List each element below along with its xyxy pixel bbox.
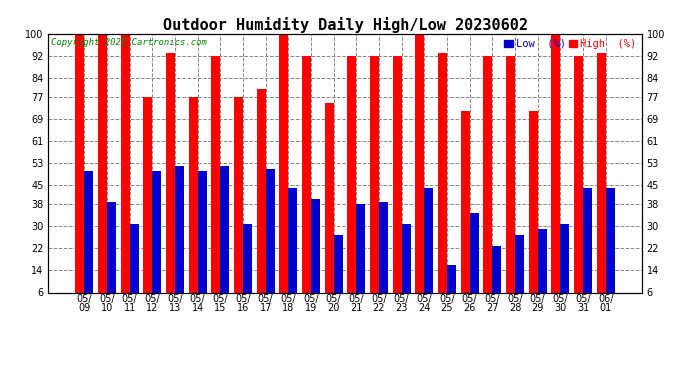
Bar [257, 89, 266, 309]
Bar [379, 202, 388, 309]
Title: Outdoor Humidity Daily High/Low 20230602: Outdoor Humidity Daily High/Low 20230602 [163, 16, 527, 33]
Bar [415, 34, 424, 309]
Bar [98, 34, 107, 309]
Bar [551, 34, 560, 309]
Bar [266, 169, 275, 309]
Bar [356, 204, 366, 309]
Bar [393, 56, 402, 309]
Bar [288, 188, 297, 309]
Bar [279, 34, 288, 309]
Bar [166, 53, 175, 309]
Bar [130, 224, 139, 309]
Bar [144, 97, 152, 309]
Bar [461, 111, 470, 309]
Bar [470, 213, 479, 309]
Bar [529, 111, 538, 309]
Bar [606, 188, 615, 309]
Bar [370, 56, 379, 309]
Bar [597, 53, 606, 309]
Bar [243, 224, 252, 309]
Bar [152, 171, 161, 309]
Bar [334, 235, 343, 309]
Bar [402, 224, 411, 309]
Bar [121, 34, 130, 309]
Bar [583, 188, 592, 309]
Bar [574, 56, 583, 309]
Bar [188, 97, 197, 309]
Bar [234, 97, 243, 309]
Bar [197, 171, 207, 309]
Bar [506, 56, 515, 309]
Bar [483, 56, 493, 309]
Bar [560, 224, 569, 309]
Legend: Low  (%), High  (%): Low (%), High (%) [500, 35, 640, 53]
Bar [347, 56, 356, 309]
Bar [175, 166, 184, 309]
Bar [424, 188, 433, 309]
Bar [538, 229, 546, 309]
Bar [311, 199, 320, 309]
Bar [211, 56, 220, 309]
Bar [447, 265, 456, 309]
Bar [84, 171, 93, 309]
Bar [75, 34, 84, 309]
Bar [493, 246, 502, 309]
Bar [438, 53, 447, 309]
Bar [324, 103, 334, 309]
Bar [302, 56, 311, 309]
Bar [220, 166, 229, 309]
Text: Copyright 2023 Cartronics.com: Copyright 2023 Cartronics.com [51, 38, 207, 46]
Bar [107, 202, 116, 309]
Bar [515, 235, 524, 309]
